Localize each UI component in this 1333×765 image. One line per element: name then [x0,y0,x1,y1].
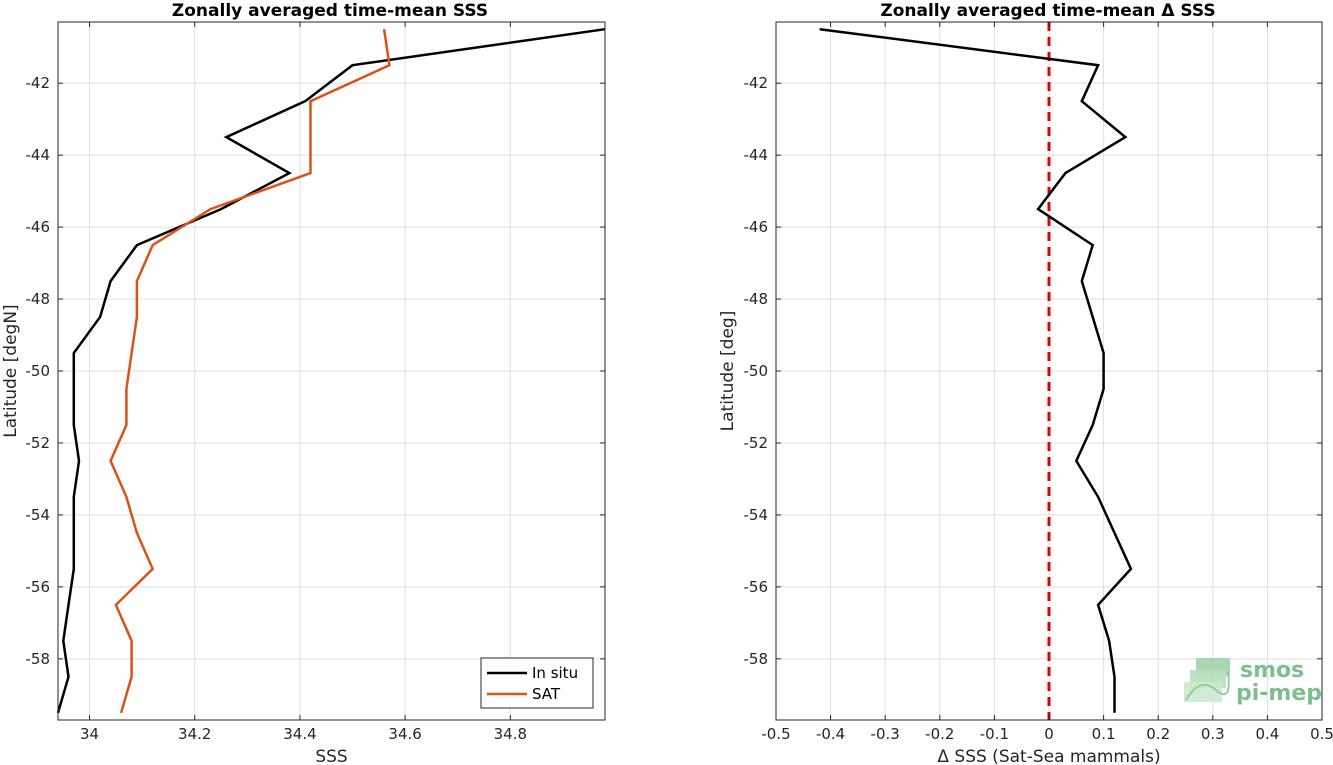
x-axis-label: SSS [315,747,347,765]
y-tick-label: -52 [26,434,51,452]
y-tick-label: -58 [26,650,51,668]
x-tick-label: 0.1 [1092,725,1116,743]
x-tick-label: 34 [80,725,99,743]
y-tick-label: -48 [744,290,769,308]
x-tick-label: 0.5 [1310,725,1333,743]
x-tick-label: 34.2 [178,725,211,743]
x-tick-label: -0.4 [816,725,845,743]
smos-pi-mep-logo: smos pi-mep [1184,658,1322,706]
y-tick-label: -44 [26,146,51,164]
series-line-0 [819,27,1133,713]
x-tick-label: 34.8 [494,725,527,743]
x-tick-label: -0.1 [980,725,1009,743]
x-tick-label: 34.4 [283,725,316,743]
x-tick-label: -0.5 [761,725,790,743]
legend-box [480,657,594,709]
logo-line2: pi-mep [1236,681,1322,706]
x-axis-label: Δ SSS (Sat-Sea mammals) [937,747,1160,765]
panel-right-delta-sss: -0.5 -0.4 -0.3 -0.2 -0.1 0 0.1 0.2 0.3 0.4 0.5 -58 -… [718,1,1333,765]
x-tick-label: -0.3 [871,725,900,743]
logo-line1: smos [1240,658,1304,683]
y-tick-label: -52 [744,434,769,452]
y-tick-label: -50 [744,362,769,380]
y-tick-label: -56 [26,578,51,596]
y-tick-label: -50 [26,362,51,380]
x-tick-label: 34.6 [388,725,421,743]
y-tick-label: -42 [744,74,769,92]
chart-title: Zonally averaged time-mean SSS [172,1,488,21]
legend: In situ SAT [480,657,594,709]
x-tick-label: 0 [1044,725,1054,743]
series-line-sat [109,29,391,714]
x-tick-label: -0.2 [925,725,954,743]
series-line-in-situ [56,27,606,714]
x-tick-label: 0.4 [1255,725,1279,743]
x-tick-label: 0.3 [1201,725,1225,743]
legend-label: In situ [532,664,578,682]
y-tick-label: -46 [744,218,769,236]
y-axis-label: Latitude [deg] [718,311,738,432]
y-tick-label: -58 [744,650,769,668]
chart-title: Zonally averaged time-mean Δ SSS [880,1,1215,21]
y-tick-label: -48 [26,290,51,308]
y-tick-label: -42 [26,74,51,92]
y-axis-label: Latitude [degN] [1,304,21,437]
y-tick-label: -46 [26,218,51,236]
legend-label: SAT [532,685,561,703]
y-tick-label: -54 [26,506,51,524]
y-tick-label: -44 [744,146,769,164]
panel-left-sss: 34 34.2 34.4 34.6 34.8 -58 -56 -54 -52 -50 -48 -46 -… [1,1,606,765]
y-tick-label: -54 [744,506,769,524]
y-tick-label: -56 [744,578,769,596]
x-tick-label: 0.2 [1146,725,1170,743]
